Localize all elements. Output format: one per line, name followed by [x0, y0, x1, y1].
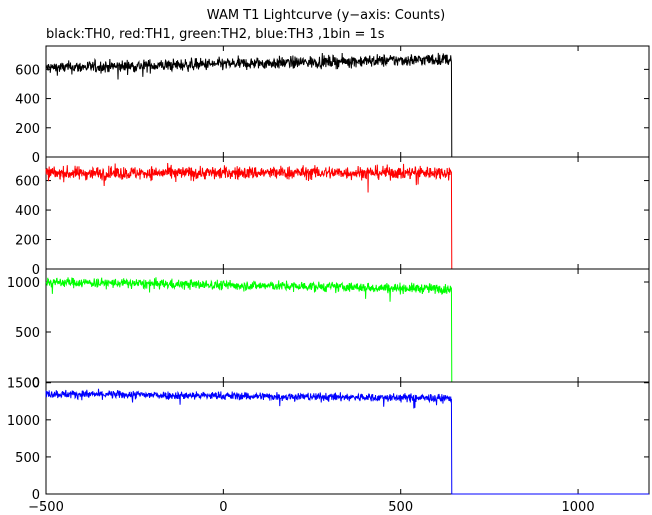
y-tick-label: 400	[15, 93, 40, 108]
y-tick-label: 1000	[7, 414, 40, 429]
panel-frame-th3	[45, 381, 650, 495]
chart-subtitle: black:TH0, red:TH1, green:TH2, blue:TH3 …	[46, 27, 385, 42]
y-tick-label: 200	[15, 122, 40, 137]
chart-title: WAM T1 Lightcurve (y−axis: Counts)	[206, 8, 446, 23]
series-line-th3	[45, 388, 649, 495]
series-line-th0	[45, 52, 649, 158]
y-tick-label: 600	[15, 63, 40, 78]
x-tick-label: 0	[219, 500, 227, 515]
y-tick-label: 1000	[7, 276, 40, 291]
series-line-th2	[45, 277, 649, 383]
x-tick-label: 500	[388, 500, 413, 515]
y-tick-label: 600	[15, 175, 40, 190]
y-tick-label: 500	[15, 451, 40, 466]
series-line-th1	[45, 162, 649, 270]
y-tick-label: 1500	[7, 377, 40, 392]
y-tick-label: 500	[15, 326, 40, 341]
y-tick-label: 0	[32, 488, 40, 503]
y-tick-label: 200	[15, 234, 40, 249]
y-tick-label: 400	[15, 204, 40, 219]
y-tick-label: 0	[32, 376, 40, 391]
x-tick-label: −500	[28, 500, 64, 515]
y-tick-label: 0	[32, 263, 40, 278]
y-tick-label: 0	[32, 151, 40, 166]
x-tick-label: 1000	[562, 500, 595, 515]
